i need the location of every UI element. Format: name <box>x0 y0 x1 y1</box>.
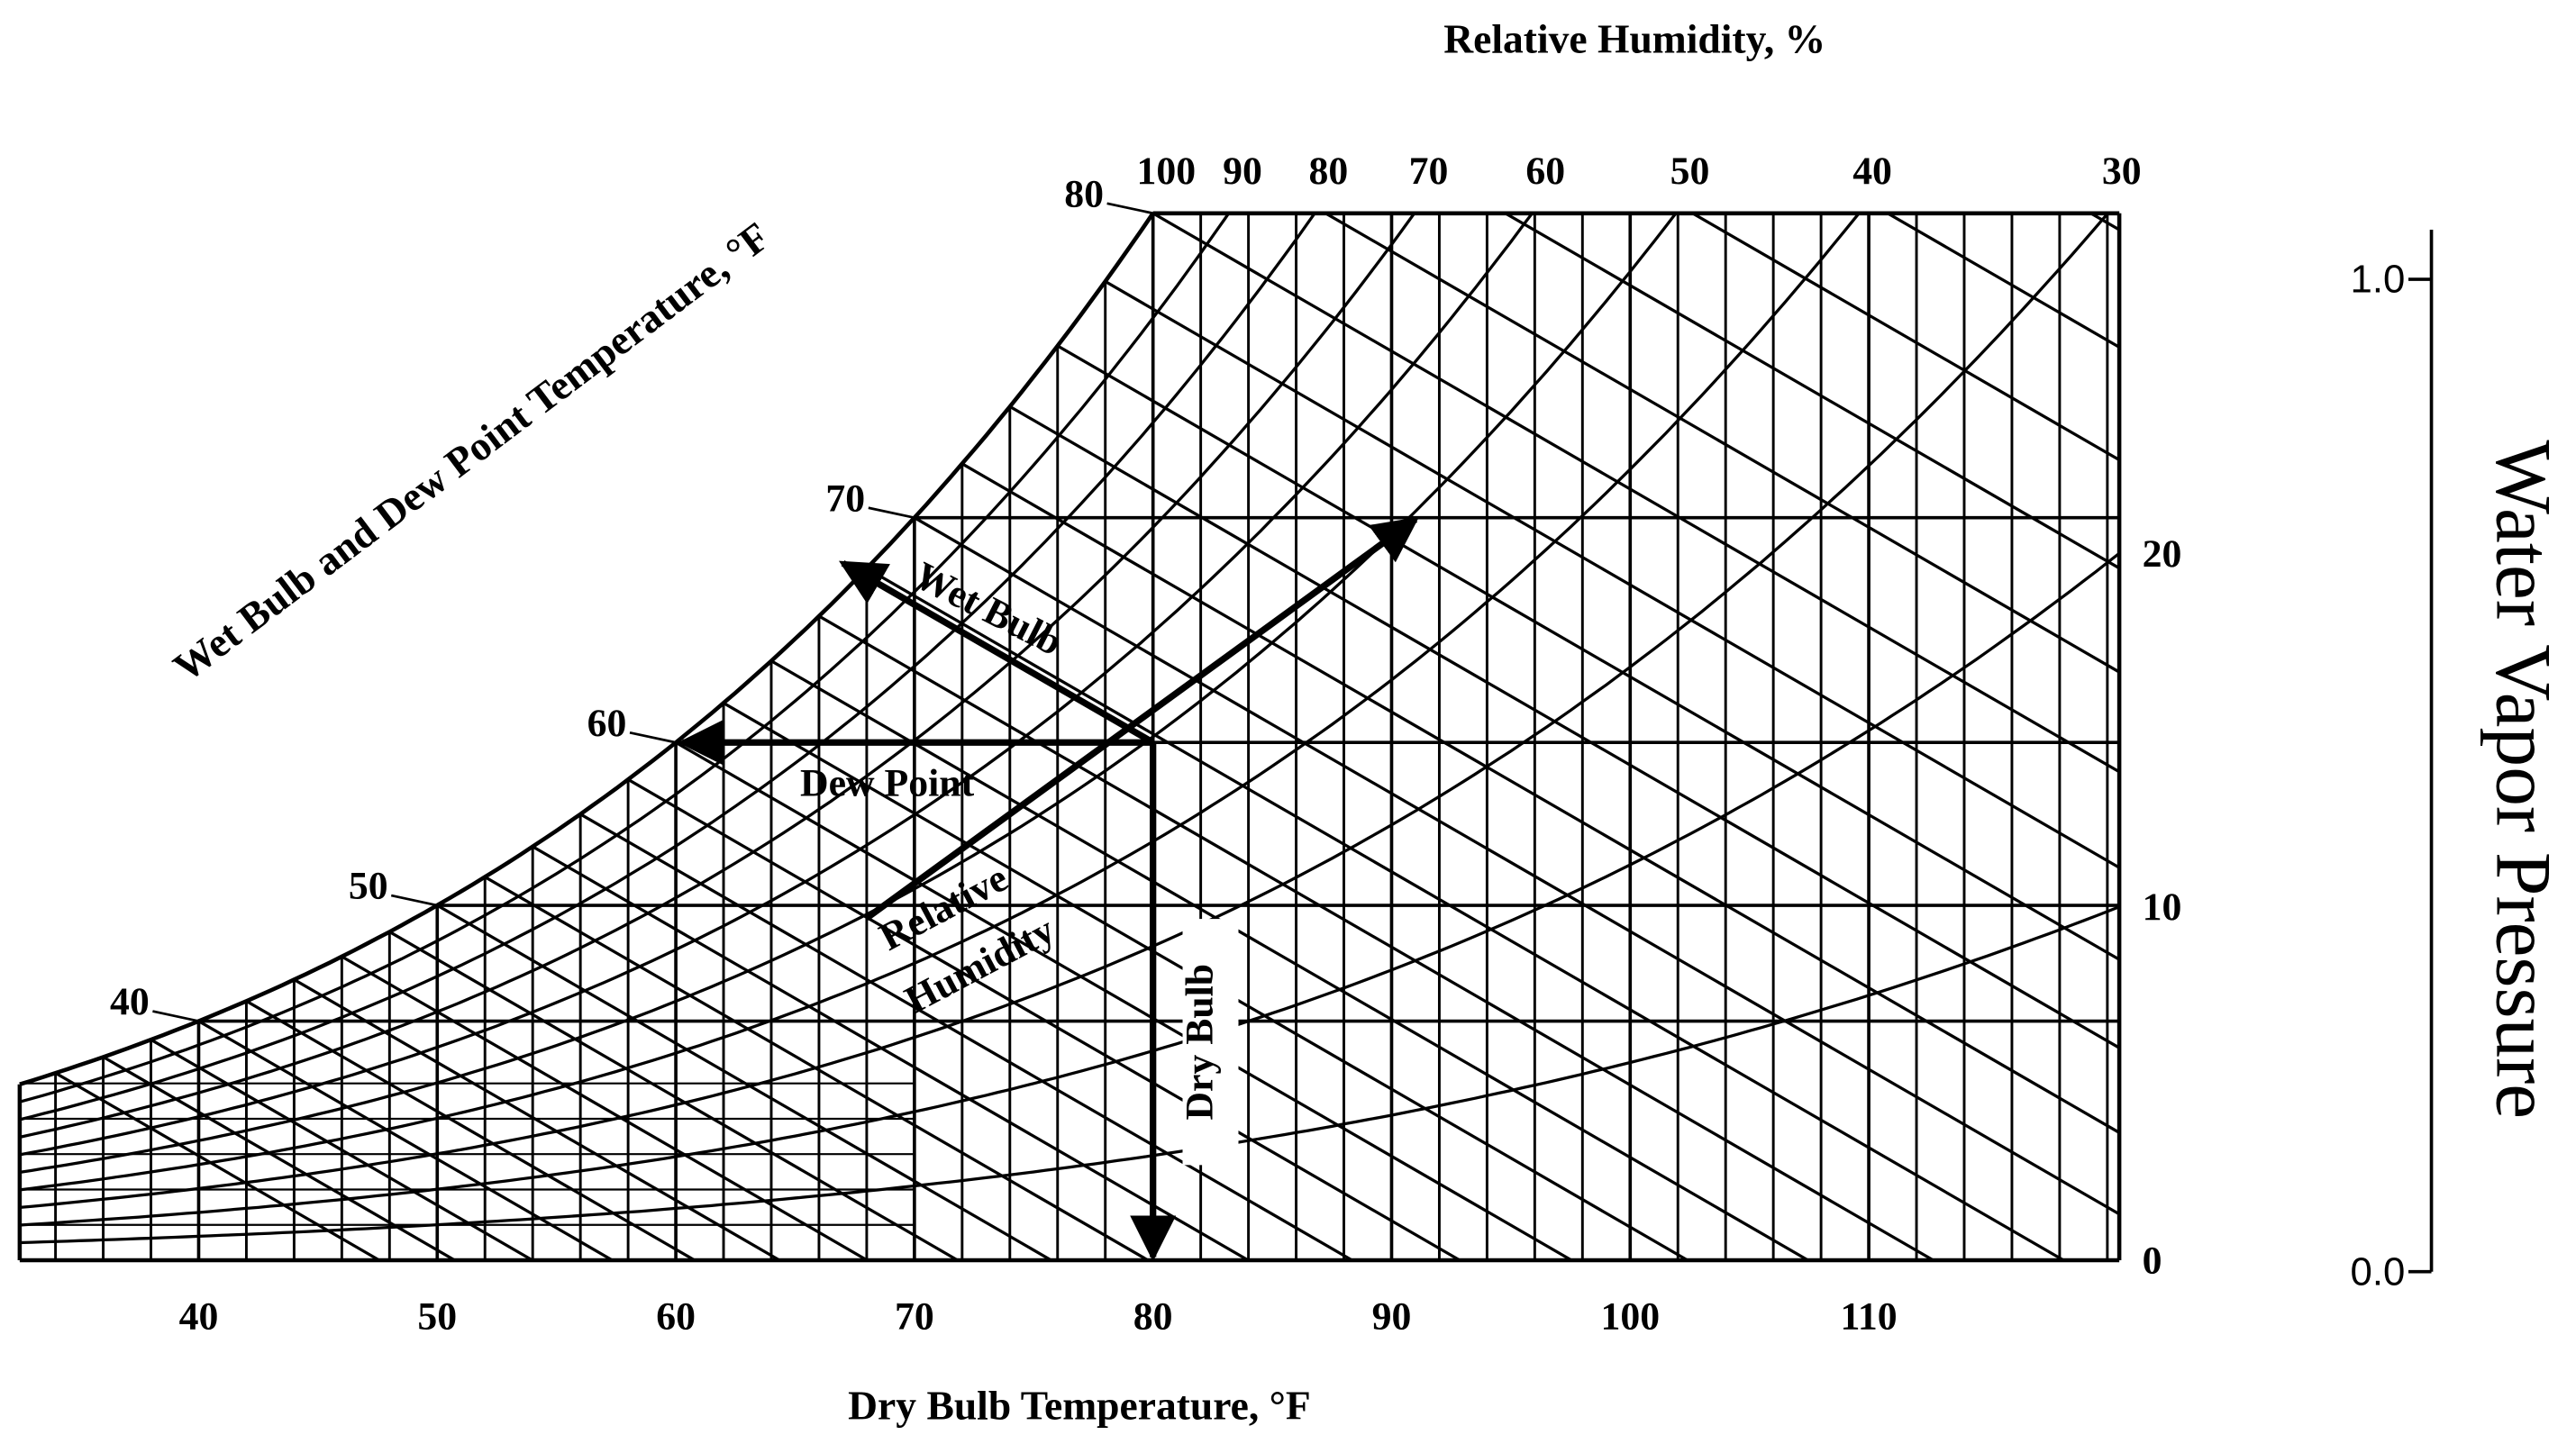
wet-bulb-line <box>818 614 1934 1260</box>
wet-bulb-line <box>245 999 696 1260</box>
wet-bulb-line <box>1199 213 2120 1260</box>
rh-curve <box>19 213 2120 1192</box>
rh-tick-label: 80 <box>1308 150 1348 193</box>
x-tick-label: 60 <box>656 1295 696 1339</box>
saturation-tick-label: 70 <box>825 477 865 520</box>
saturation-tick <box>1106 202 1153 215</box>
wet-bulb-line <box>1104 280 2120 1260</box>
saturation-tick <box>629 731 677 744</box>
wet-bulb-line <box>54 1071 380 1260</box>
rh-tick-label: 30 <box>2102 150 2142 193</box>
wet-bulb-line <box>1581 213 2120 1260</box>
rh-tick-label: 100 <box>1136 150 1196 193</box>
x-tick-label: 70 <box>895 1295 934 1339</box>
x-tick-label: 90 <box>1372 1295 1412 1339</box>
rh-tick-label: 50 <box>1670 150 1710 193</box>
annotation: Dry Bulb <box>1179 964 1222 1121</box>
annotation: Dew Point <box>800 761 975 804</box>
saturation-tick-label: 60 <box>587 702 627 745</box>
wet-bulb-line <box>1390 213 2120 1260</box>
rh-axis-title: Relative Humidity, % <box>1443 15 1825 61</box>
rh-curve <box>19 213 2120 1157</box>
saturation-tick-label: 50 <box>349 865 388 908</box>
rh-tick-label: 60 <box>1525 150 1565 193</box>
rh-curve <box>19 551 2120 1227</box>
wet-bulb-line <box>1772 213 2120 1260</box>
wet-bulb-line <box>341 955 869 1260</box>
rh-tick-label: 0 <box>2143 1240 2162 1283</box>
wet-bulb-line <box>1008 404 2120 1260</box>
grid <box>19 213 2120 1260</box>
x-tick-label: 40 <box>179 1295 219 1339</box>
wet-bulb-line <box>579 813 1353 1260</box>
rh-curve <box>19 905 2120 1245</box>
x-tick-label: 80 <box>1133 1295 1173 1339</box>
rh-tick-label: 90 <box>1223 150 1262 193</box>
rh-curve <box>19 213 2120 1174</box>
wet-bulb-line <box>532 845 1250 1260</box>
vapor-tick-label: 1.0 <box>2351 258 2406 302</box>
wet-bulb-line <box>675 740 1572 1260</box>
wet-bulb-line <box>866 567 2065 1260</box>
vapor-axis-title: Water Vapor Pressure <box>2480 440 2567 1119</box>
rh-tick-label: 40 <box>1852 150 1892 193</box>
saturation-tick <box>868 506 915 520</box>
rh-tick-label: 70 <box>1409 150 1449 193</box>
x-tick-label: 110 <box>1840 1295 1897 1339</box>
wet-bulb-line <box>436 904 1052 1260</box>
label-bg <box>1182 919 1239 1166</box>
wet-bulb-line <box>1820 213 2120 1260</box>
rh-arrow <box>864 516 1420 922</box>
wet-bulb-line <box>1151 213 2120 1260</box>
saturation-tick-label: 40 <box>110 980 150 1023</box>
rh-tick-label: 10 <box>2143 885 2182 929</box>
wet-bulb-line <box>770 659 1809 1260</box>
x-tick-label: 50 <box>417 1295 457 1339</box>
rh-tick-label: 20 <box>2143 532 2182 576</box>
wet-bulb-line <box>293 978 781 1260</box>
saturation-tick <box>390 894 438 907</box>
wet-bulb-line <box>1438 213 2120 1260</box>
wet-bulb-line <box>388 931 959 1260</box>
wet-bulb-line <box>1247 213 2120 1260</box>
x-tick-label: 100 <box>1600 1295 1660 1339</box>
wet-bulb-line <box>1056 344 2120 1260</box>
wet-bulb-line <box>961 462 2120 1260</box>
rh-curve <box>19 213 2120 1139</box>
wet-bulb-line <box>197 1020 614 1260</box>
x-axis-title: Dry Bulb Temperature, °F <box>848 1383 1311 1429</box>
wet-bulb-line <box>1868 213 2120 1260</box>
rh-curve <box>19 213 2120 1103</box>
wet-bulb-line <box>1486 213 2120 1260</box>
saturation-tick-label: 80 <box>1064 172 1104 215</box>
saturation-tick <box>152 1010 199 1022</box>
wet-bulb-line <box>914 516 2120 1260</box>
rh-curve <box>19 213 2120 1209</box>
vapor-tick-label: 0.0 <box>2351 1249 2406 1294</box>
wet-bulb-arrow <box>839 560 1155 746</box>
wet-bulb-axis-title: Wet Bulb and Dew Point Temperature, °F <box>165 213 778 690</box>
saturation-curve <box>19 212 1155 1086</box>
